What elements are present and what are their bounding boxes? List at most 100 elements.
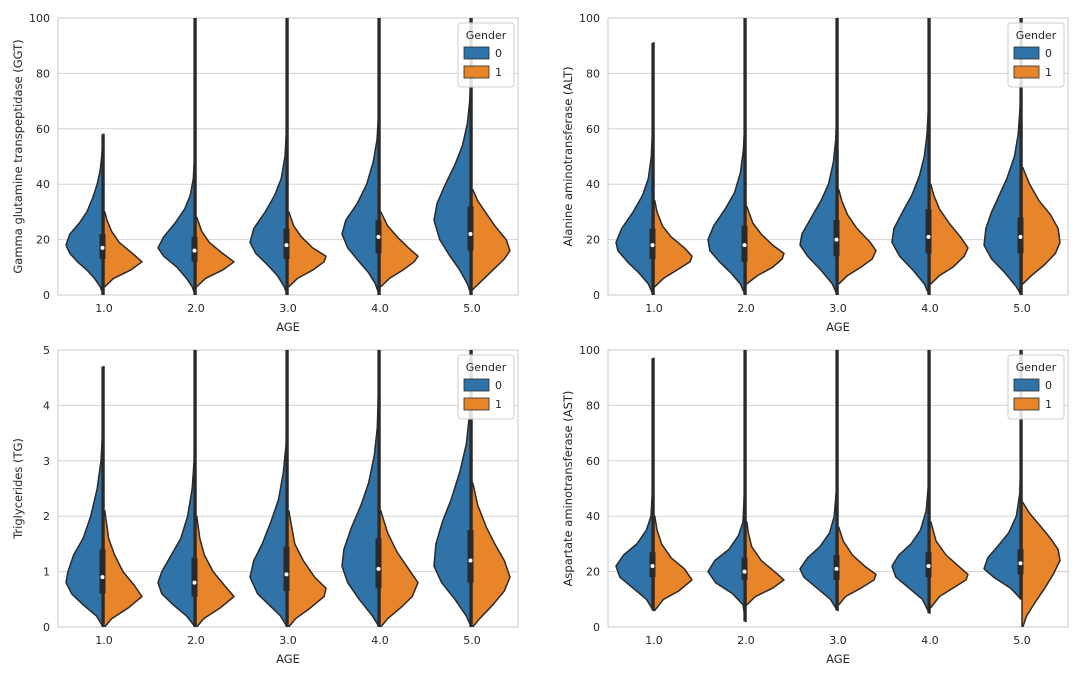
violin-g0-cat-3.0 [799,350,839,612]
legend-title: Gender [466,29,507,42]
y-tick-label: 4 [43,399,50,412]
violin-g0-cat-4.0 [891,18,931,295]
x-tick-label: 3.0 [829,634,847,647]
median-point [834,566,839,571]
violin-g0-cat-4.0 [341,350,381,627]
legend-label-0: 0 [1045,379,1052,392]
x-tick-label: 4.0 [921,634,939,647]
violin-g0-cat-1.0 [615,357,655,612]
x-tick-label: 5.0 [1013,302,1031,315]
violin-g1-cat-4.0 [929,183,969,285]
violin-g0-cat-4.0 [891,350,931,614]
x-tick-label: 1.0 [645,302,663,315]
violin-g0-cat-3.0 [249,18,289,295]
x-tick-label: 3.0 [279,302,297,315]
median-point [284,243,289,248]
y-tick-label: 5 [43,344,50,357]
legend-title: Gender [1016,29,1057,42]
iqr-box [283,546,290,591]
y-tick-label: 1 [43,566,50,579]
violin-g0-cat-2.0 [157,350,197,627]
y-tick-label: 80 [586,67,600,80]
x-tick-label: 2.0 [187,634,205,647]
y-tick-label: 60 [586,455,600,468]
median-point [192,580,197,585]
y-tick-label: 20 [586,566,600,579]
x-tick-label: 3.0 [829,302,847,315]
median-point [742,569,747,574]
iqr-box [741,557,748,580]
violin-g1-cat-2.0 [745,520,785,606]
violin-g0-cat-2.0 [707,18,747,295]
violin-g1-cat-3.0 [287,211,327,288]
iqr-box [375,538,382,589]
x-tick-label: 2.0 [737,634,755,647]
violin-g1-cat-1.0 [653,515,693,612]
y-axis-label: Aspartate aminotransferase (AST) [561,391,575,587]
y-tick-label: 0 [43,289,50,302]
y-tick-label: 40 [586,510,600,523]
median-point [100,245,105,250]
violin-g0-cat-4.0 [341,18,381,295]
y-tick-label: 80 [586,399,600,412]
x-tick-label: 4.0 [371,634,389,647]
legend-label-1: 1 [495,66,502,79]
chart-panel-3: 0 1 2 3 4 5 1.0 2.0 3.0 4.0 5.0 AGE Triglycerides (T… [11,344,519,666]
y-tick-label: 0 [593,621,600,634]
median-point [926,234,931,239]
legend-label-1: 1 [1045,398,1052,411]
legend-swatch-1 [463,397,490,411]
legend-title: Gender [1016,361,1057,374]
median-point [1018,234,1023,239]
y-axis-label: Gamma glutamine transpeptidase (GGT) [11,39,25,273]
y-tick-label: 80 [36,67,50,80]
legend: Gender 0 1 [1007,354,1065,420]
violin-g1-cat-3.0 [837,526,877,606]
median-point [468,558,473,563]
median-point [192,248,197,253]
median-point [742,243,747,248]
chart-panel-2: 0 20 40 60 80 100 1.0 2.0 3.0 4.0 5.0 AGE Alanine am… [561,12,1069,334]
x-tick-label: 4.0 [371,302,389,315]
iqr-box [925,209,932,254]
y-tick-label: 100 [579,344,600,357]
x-tick-label: 1.0 [95,634,113,647]
y-axis-label: Alanine aminotransferase (ALT) [561,66,575,246]
legend-label-1: 1 [495,398,502,411]
x-tick-label: 2.0 [737,302,755,315]
median-point [376,234,381,239]
legend-swatch-0 [463,378,490,392]
legend-swatch-0 [1013,46,1040,60]
x-tick-label: 3.0 [279,634,297,647]
median-point [926,564,931,569]
y-tick-label: 100 [579,12,600,25]
violin-g1-cat-5.0 [471,482,511,627]
y-axis-label: Triglycerides (TG) [11,438,25,540]
violin-g1-cat-1.0 [653,200,693,288]
x-axis-label: AGE [826,320,850,334]
legend-label-0: 0 [495,47,502,60]
violin-g1-cat-4.0 [929,520,969,609]
median-point [1018,561,1023,566]
y-tick-label: 100 [29,12,50,25]
iqr-box [99,549,106,594]
y-tick-label: 40 [586,178,600,191]
x-tick-label: 4.0 [921,302,939,315]
x-tick-label: 1.0 [645,634,663,647]
y-tick-label: 3 [43,455,50,468]
violin-g1-cat-3.0 [837,188,877,285]
violin-g0-cat-2.0 [157,18,197,295]
violin-g0-cat-3.0 [799,18,839,295]
violin-g0-cat-2.0 [707,350,747,623]
median-point [284,572,289,577]
median-point [468,232,473,237]
x-tick-label: 5.0 [1013,634,1031,647]
y-tick-label: 40 [36,178,50,191]
legend-swatch-1 [463,65,490,79]
iqr-box [467,206,474,251]
y-tick-label: 20 [586,234,600,247]
violin-g1-cat-5.0 [471,188,511,291]
legend: Gender 0 1 [457,354,515,420]
violin-g1-cat-2.0 [195,216,235,288]
x-axis-label: AGE [276,652,300,666]
